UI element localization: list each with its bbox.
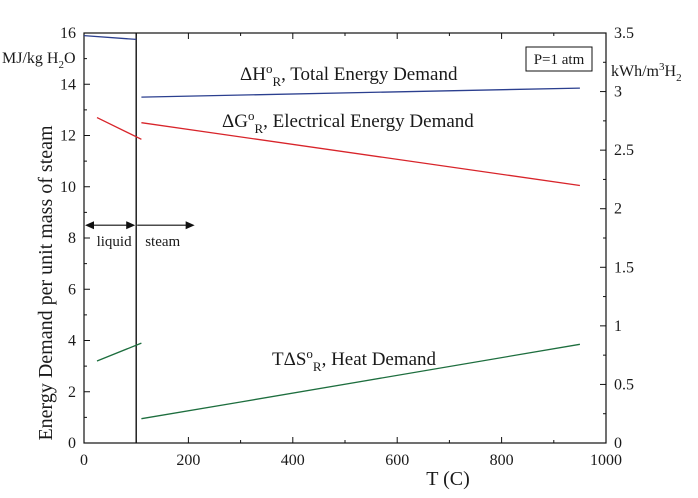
x-tick-label: 400	[281, 452, 305, 469]
x-tick-label: 200	[176, 452, 200, 469]
x-axis-ticks: 0 200 400 600 800 1000	[80, 33, 622, 469]
series-line-0-segment-1	[141, 87, 580, 98]
series-line-2-segment-1	[141, 343, 581, 420]
y2-tick-label: 3.5	[614, 25, 634, 42]
pressure-box: P=1 atm	[525, 46, 593, 72]
series-line-2-segment-0	[96, 342, 142, 362]
y-tick-label: 8	[68, 230, 76, 247]
series-line-1-segment-0	[96, 117, 142, 140]
series-line-0-segment-0	[83, 34, 137, 41]
y-tick-label: 10	[60, 179, 76, 196]
pressure-box-border	[525, 46, 593, 72]
x-axis-title: T (C)	[426, 468, 470, 490]
y2-tick-label: 3	[614, 84, 622, 101]
x-tick-label: 800	[490, 452, 514, 469]
phase-annotation: liquid steam	[85, 221, 195, 250]
liquid-arrowhead-right	[126, 221, 136, 230]
y2-tick-label: 0	[614, 435, 622, 452]
y-tick-label: 0	[68, 435, 76, 452]
y-axis-left-ticks: 0 2 4 6 8 10 12 14 16	[60, 25, 90, 452]
series-label-total-energy: ΔHoR, Total Energy Demand	[240, 61, 458, 89]
y-tick-label: 16	[60, 25, 76, 42]
y-tick-label: 4	[68, 333, 76, 350]
series-label-heat-demand: TΔSoR, Heat Demand	[272, 346, 437, 374]
y-axis-left-unit: MJ/kg H2O	[2, 50, 76, 71]
y-tick-label: 12	[60, 128, 76, 145]
x-tick-label: 1000	[590, 452, 622, 469]
y2-tick-label: 1	[614, 318, 622, 335]
y2-tick-label: 2	[614, 201, 622, 218]
pressure-label: P=1 atm	[534, 52, 585, 68]
y-tick-label: 2	[68, 384, 76, 401]
liquid-arrowhead-left	[85, 221, 94, 230]
steam-arrowhead	[185, 221, 195, 230]
y-axis-right-ticks: 0 0.5 1 1.5 2 2.5 3 3.5	[600, 25, 634, 452]
y-axis-right-unit: kWh/m3H2	[611, 61, 682, 84]
y2-tick-label: 1.5	[614, 259, 634, 276]
y2-tick-label: 2.5	[614, 142, 634, 159]
x-tick-label: 600	[385, 452, 409, 469]
liquid-label: liquid	[97, 234, 133, 250]
y-tick-label: 14	[60, 76, 76, 93]
y2-tick-label: 0.5	[614, 376, 634, 393]
steam-label: steam	[145, 234, 180, 250]
y-axis-title: Energy Demand per unit mass of steam	[35, 125, 57, 441]
series-line-1-segment-1	[141, 122, 580, 187]
series-lines	[83, 34, 581, 420]
y-tick-label: 6	[68, 281, 76, 298]
series-label-electrical-energy: ΔGoR, Electrical Energy Demand	[222, 108, 474, 136]
x-tick-label: 0	[80, 452, 88, 469]
